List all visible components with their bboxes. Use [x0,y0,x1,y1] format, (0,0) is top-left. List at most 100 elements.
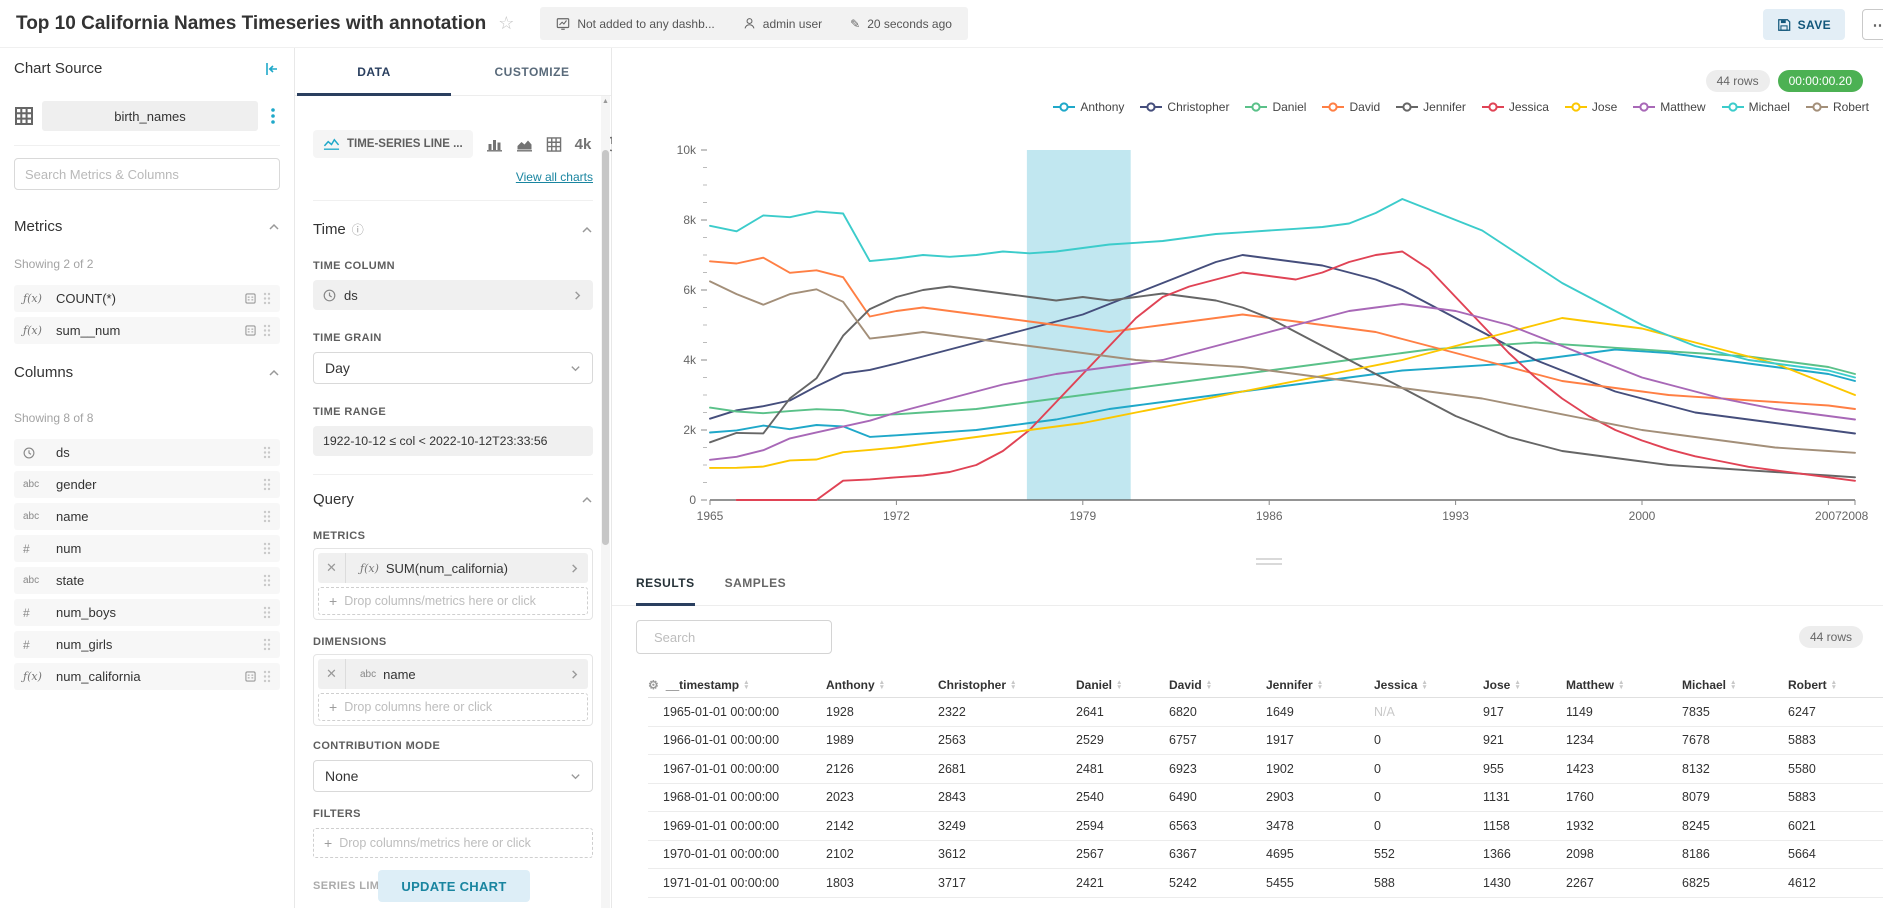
sort-icon[interactable]: ▲ ▼ [1116,678,1123,691]
sort-icon[interactable]: ▲ ▼ [1514,678,1521,691]
dashboard-status[interactable]: Not added to any dashb... [556,17,715,31]
gear-icon[interactable]: ⚙ [648,677,659,692]
sort-icon[interactable]: ▲ ▼ [1205,678,1213,691]
sort-icon[interactable]: ▲ ▼ [1830,678,1838,691]
column-item[interactable]: ds [14,439,280,466]
column-header-Matthew[interactable]: Matthew ▲ ▼ [1566,677,1625,692]
legend-item-matthew[interactable]: Matthew [1633,100,1706,114]
column-header-Christopher[interactable]: Christopher ▲ ▼ [938,677,1017,692]
time-column-control[interactable]: ds [313,280,593,310]
filters-dropzone[interactable]: + Drop columns/metrics here or click [313,828,593,858]
table-chart-icon[interactable] [546,136,562,152]
legend-item-daniel[interactable]: Daniel [1245,100,1306,114]
drag-handle[interactable] [263,670,271,683]
time-grain-select[interactable]: Day [313,352,593,384]
drag-handle[interactable] [263,606,271,619]
column-item[interactable]: abc state [14,567,280,594]
column-header-Daniel[interactable]: Daniel ▲ ▼ [1076,677,1123,692]
column-header-Jose[interactable]: Jose ▲ ▼ [1483,677,1521,692]
drag-handle[interactable] [263,638,271,651]
tab-samples[interactable]: SAMPLES [724,576,787,590]
contribution-mode-select[interactable]: None [313,760,593,792]
dataset-name[interactable]: birth_names [42,101,258,131]
scrollbar-up-arrow[interactable]: ▲ [602,98,609,105]
metric-chip[interactable]: ✕ ƒ(x) SUM(num_california) [318,553,588,583]
column-item[interactable]: ƒ(x) num_california [14,663,280,690]
viz-type-selected[interactable]: TIME-SERIES LINE ... [313,130,473,158]
sort-icon[interactable]: ▲ ▼ [878,678,886,691]
results-search[interactable] [636,620,832,654]
legend-item-jose[interactable]: Jose [1564,100,1617,114]
metrics-dropzone[interactable]: + Drop columns/metrics here or click [318,587,588,615]
legend-item-anthony[interactable]: Anthony [1053,100,1124,114]
chevron-up-icon[interactable] [581,224,593,236]
column-header-Jessica[interactable]: Jessica ▲ ▼ [1374,677,1428,692]
time-range-control[interactable]: 1922-10-12 ≤ col < 2022-10-12T23:33:56 [313,426,593,456]
collapse-panel-icon[interactable] [264,61,280,77]
sort-icon[interactable]: ▲ ▼ [1316,678,1324,691]
favorite-star-icon[interactable]: ☆ [498,13,515,33]
drag-handle[interactable] [263,542,271,555]
sort-icon[interactable]: ▲ ▼ [1010,678,1017,691]
control-panel-scrollbar[interactable]: ▲ [601,96,610,908]
scrollbar-thumb[interactable] [602,150,609,545]
drag-handle[interactable] [263,478,271,491]
column-item[interactable]: abc gender [14,471,280,498]
sort-icon[interactable]: ▲ ▼ [1730,678,1737,691]
sort-icon[interactable]: ▲ ▼ [1618,678,1625,691]
sort-icon[interactable]: ▲ ▼ [743,678,750,691]
column-header-Jennifer[interactable]: Jennifer ▲ ▼ [1266,677,1324,692]
legend-item-jessica[interactable]: Jessica [1481,100,1549,114]
legend-item-christopher[interactable]: Christopher [1140,100,1229,114]
column-header-timestamp[interactable]: ⚙ __timestamp ▲ ▼ [648,677,750,692]
metrics-columns-search[interactable] [14,158,280,190]
panel-resize-handle[interactable] [1256,558,1282,568]
drag-handle[interactable] [263,510,271,523]
dimension-chip[interactable]: ✕ abc name [318,659,588,689]
timeseries-line-chart[interactable]: 0 2k 4k 6k 8k 10k 1965 1972 1979 1986 1993 2000 2007… [612,48,1883,556]
metric-item[interactable]: ƒ(x) sum__num [14,317,280,344]
chevron-up-icon[interactable] [581,494,593,506]
area-chart-icon[interactable] [516,137,533,152]
table-cell: 5664 [1788,847,1816,862]
remove-dimension-icon[interactable]: ✕ [318,659,346,689]
remove-metric-icon[interactable]: ✕ [318,553,346,583]
dimensions-dropzone[interactable]: + Drop columns here or click [318,693,588,721]
column-header-Michael[interactable]: Michael ▲ ▼ [1682,677,1737,692]
last-modified[interactable]: ✎ 20 seconds ago [850,16,952,31]
tab-results[interactable]: RESULTS [636,576,695,606]
column-item[interactable]: # num_girls [14,631,280,658]
legend-item-robert[interactable]: Robert [1805,100,1869,114]
big-number-chart-icon[interactable]: 4k [574,135,592,153]
column-header-Robert[interactable]: Robert ▲ ▼ [1788,677,1838,692]
tab-data[interactable]: DATA [295,48,453,96]
column-item[interactable]: # num [14,535,280,562]
column-item[interactable]: # num_boys [14,599,280,626]
chevron-up-icon[interactable] [268,367,280,379]
column-header-David[interactable]: David ▲ ▼ [1169,677,1213,692]
columns-section-title: Columns [14,364,74,381]
legend-item-david[interactable]: David [1322,100,1380,114]
drag-handle[interactable] [263,574,271,587]
save-button[interactable]: SAVE [1762,9,1845,40]
drag-handle[interactable] [263,324,271,337]
owner[interactable]: admin user [743,17,822,31]
more-menu-button[interactable]: ⋯ [1862,9,1883,40]
metric-item[interactable]: ƒ(x) COUNT(*) [14,285,280,312]
calculated-badge-icon [245,671,256,682]
sort-icon[interactable]: ▲ ▼ [1421,678,1428,691]
drag-handle[interactable] [263,292,271,305]
bar-chart-icon[interactable] [486,137,503,152]
update-chart-button[interactable]: UPDATE CHART [378,870,530,902]
column-header-Anthony[interactable]: Anthony ▲ ▼ [826,677,886,692]
column-item[interactable]: abc name [14,503,280,530]
dataset-options-icon[interactable] [266,107,280,125]
results-search-input[interactable] [654,629,830,645]
tab-customize[interactable]: CUSTOMIZE [494,64,570,79]
legend-item-jennifer[interactable]: Jennifer [1396,100,1466,114]
chevron-up-icon[interactable] [268,221,280,233]
legend-item-michael[interactable]: Michael [1721,100,1790,114]
search-input[interactable] [25,166,269,182]
view-all-charts-link[interactable]: View all charts [515,170,593,184]
drag-handle[interactable] [263,446,271,459]
